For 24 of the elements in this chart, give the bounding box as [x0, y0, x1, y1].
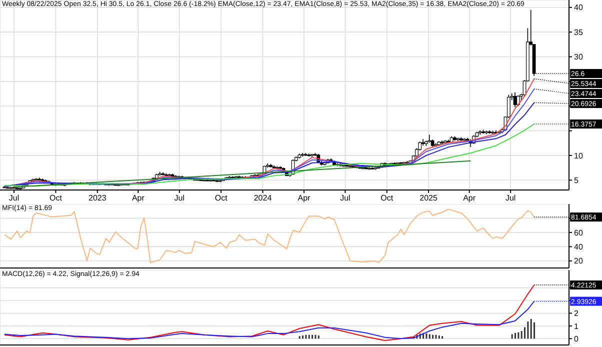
y-tick-label: 40 — [574, 3, 584, 12]
y-tick-label: 40 — [574, 242, 584, 252]
y-tick-label: 60 — [574, 228, 584, 238]
x-tick-label: Oct — [214, 194, 228, 203]
x-tick-label: Jul — [340, 194, 351, 203]
y-tick-label: 5 — [574, 176, 579, 185]
x-tick-label: Apr — [132, 194, 145, 203]
x-tick-label: Oct — [380, 194, 394, 203]
x-tick-label: 2023 — [88, 194, 107, 203]
y-tick-label: 1 — [574, 322, 579, 331]
y-tick-label: 10 — [574, 151, 584, 160]
x-tick-label: Apr — [298, 194, 311, 203]
y-tick-label: 35 — [574, 28, 584, 37]
x-tick-label: Jul — [8, 194, 20, 203]
x-tick-label: Jul — [174, 194, 185, 203]
y-tick-label: 2 — [574, 309, 579, 318]
x-tick-label: Jul — [505, 194, 516, 203]
x-tick-label: Apr — [463, 194, 476, 203]
y-tick-label: 30 — [574, 52, 584, 62]
y-tick-label: 20 — [574, 256, 584, 266]
x-tick-label: 2025 — [420, 194, 438, 203]
y-tick-label: 0 — [574, 334, 579, 344]
x-tick-label: 2024 — [254, 194, 272, 203]
x-tick-label: Oct — [49, 194, 63, 203]
